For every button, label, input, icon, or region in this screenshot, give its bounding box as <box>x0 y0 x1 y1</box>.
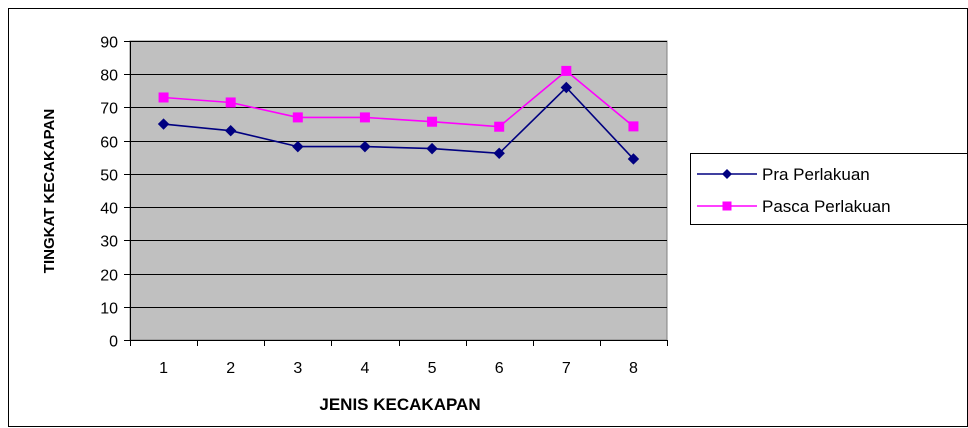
data-point-diamond <box>292 140 304 153</box>
data-point-diamond <box>224 124 237 137</box>
x-tick-label: 1 <box>159 360 168 377</box>
y-axis-title: TINGKAT KECAKAPAN <box>41 109 58 273</box>
y-tick-label: 80 <box>100 68 118 85</box>
x-axis: 1 2 3 4 5 6 7 8 <box>130 340 668 377</box>
legend: Pra Perlakuan Pasca Perlakuan <box>690 153 968 225</box>
data-point-square <box>225 97 236 108</box>
series-line <box>163 69 634 128</box>
legend-box <box>690 153 968 225</box>
y-tick-label: 70 <box>100 101 118 118</box>
data-point-square <box>158 92 169 103</box>
plot-area <box>129 40 668 341</box>
y-tick-label: 30 <box>100 234 118 251</box>
data-point-diamond <box>359 140 371 153</box>
gridlines <box>130 41 667 308</box>
data-point-square <box>359 112 370 123</box>
data-point-square <box>561 65 572 76</box>
y-tick-label: 90 <box>100 35 118 52</box>
legend-label: Pasca Perlakuan <box>762 197 891 216</box>
x-tick-label: 3 <box>293 360 302 377</box>
legend-marker-diamond <box>722 169 732 179</box>
x-axis-title: JENIS KECAKAPAN <box>319 395 480 414</box>
y-tick-label: 40 <box>100 201 118 218</box>
y-tick-label: 60 <box>100 135 118 152</box>
y-axis: 0 10 20 30 40 50 60 70 80 90 <box>100 35 131 351</box>
data-point-diamond <box>627 153 640 165</box>
y-tick-label: 0 <box>109 334 118 351</box>
x-tick-label: 5 <box>428 360 437 377</box>
data-point-diamond <box>560 81 573 94</box>
x-tick-label: 6 <box>495 360 504 377</box>
data-point-square <box>292 112 303 123</box>
legend-marker-square <box>722 201 732 211</box>
data-point-square <box>494 121 505 132</box>
x-tick-label: 2 <box>226 360 235 377</box>
data-point-diamond <box>493 147 505 159</box>
x-tick-label: 7 <box>562 360 571 377</box>
y-tick-label: 50 <box>100 168 118 185</box>
series-layer <box>157 65 640 165</box>
y-tick-label: 10 <box>100 301 118 318</box>
data-point-diamond <box>426 142 438 155</box>
legend-label: Pra Perlakuan <box>762 165 870 184</box>
x-tick-label: 4 <box>360 360 369 377</box>
data-point-square <box>427 116 438 127</box>
data-point-diamond <box>157 118 170 130</box>
series-line <box>163 86 634 160</box>
y-tick-label: 20 <box>100 268 118 285</box>
data-point-square <box>628 121 639 132</box>
x-tick-label: 8 <box>629 360 638 377</box>
